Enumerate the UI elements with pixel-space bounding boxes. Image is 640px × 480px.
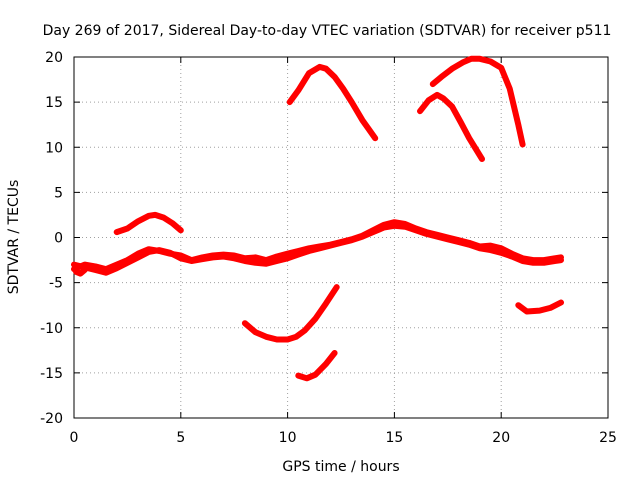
y-tick-label: -5 <box>49 276 63 292</box>
y-tick-label: 20 <box>45 50 63 66</box>
x-tick-label: 10 <box>279 430 297 446</box>
series-arc-baseline-b <box>71 222 564 276</box>
y-tick-label: -20 <box>40 411 63 427</box>
y-tick-label: 5 <box>54 185 63 201</box>
series-arc-early-bump <box>113 211 184 236</box>
y-tick-label: -10 <box>40 321 63 337</box>
series-arc-noon-peak <box>286 63 379 142</box>
series-group <box>71 55 564 382</box>
series-arc-noon-trough <box>241 284 340 343</box>
grid <box>74 57 608 418</box>
x-tick-label: 15 <box>385 430 403 446</box>
series-arc-start-blip <box>73 267 88 277</box>
x-tick-label: 5 <box>176 430 185 446</box>
x-axis-label: GPS time / hours <box>282 459 399 475</box>
series-arc-baseline-a <box>71 219 564 273</box>
y-tick-label: -15 <box>40 366 63 382</box>
x-tick-label: 20 <box>492 430 510 446</box>
y-tick-label: 10 <box>45 140 63 156</box>
series-arc-low-trough <box>295 350 338 382</box>
ticks: 0 5 10 15 20 25 -20 -15 -10 -5 0 5 10 15 20 <box>40 50 617 446</box>
x-tick-label: 0 <box>70 430 79 446</box>
series-arc-late-trough <box>515 299 564 315</box>
series-arc-evening-peak <box>417 91 485 162</box>
chart-title: Day 269 of 2017, Sidereal Day-to-day VTE… <box>43 23 612 39</box>
series-arc-late-peak <box>429 55 526 148</box>
y-axis-label: SDTVAR / TECUs <box>6 180 22 295</box>
y-tick-label: 0 <box>54 231 63 247</box>
x-tick-label: 25 <box>599 430 617 446</box>
y-tick-label: 15 <box>45 95 63 111</box>
